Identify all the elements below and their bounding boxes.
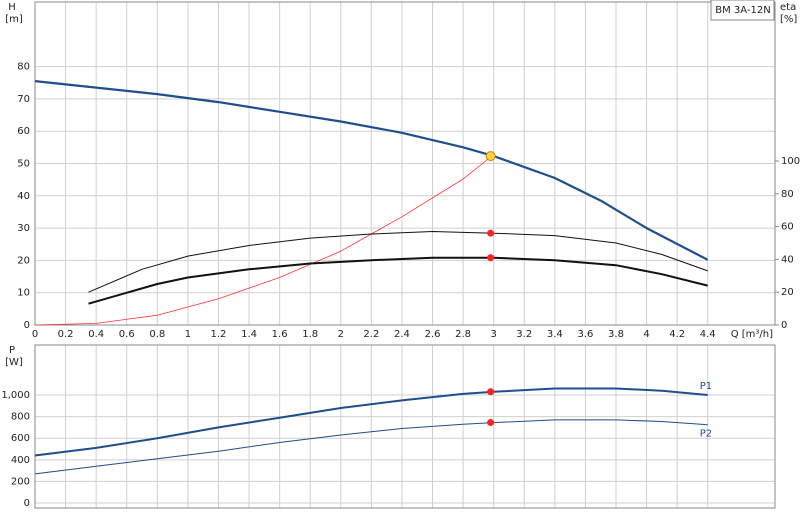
y-tick-label: 0 xyxy=(24,320,30,331)
x-tick-label: 4.4 xyxy=(700,329,716,340)
duty-point xyxy=(487,419,495,427)
y-tick-label: 10 xyxy=(17,288,30,299)
y-tick-label: 1,000 xyxy=(1,390,30,401)
x-tick-label: 0.4 xyxy=(88,329,104,340)
duty-point xyxy=(487,388,495,396)
curve xyxy=(34,419,708,475)
curve xyxy=(88,231,708,293)
y-axis-label: H xyxy=(8,2,16,13)
y-axis-label: P xyxy=(9,345,15,356)
x-tick-label: 2.4 xyxy=(394,329,410,340)
y2-tick-label: 20 xyxy=(781,287,794,298)
series-label: P2 xyxy=(700,429,712,440)
y-tick-label: 50 xyxy=(17,159,30,170)
curve xyxy=(34,154,494,326)
x-tick-label: 0.2 xyxy=(58,329,74,340)
x-tick-label: 2.8 xyxy=(455,329,471,340)
y-tick-label: 0 xyxy=(24,498,30,509)
duty-point xyxy=(485,151,496,162)
y2-tick-label: 0 xyxy=(781,320,787,331)
title-box xyxy=(710,0,775,21)
x-tick-label: 3.2 xyxy=(516,329,532,340)
series-label: P1 xyxy=(700,381,712,392)
x-tick-label: 0.8 xyxy=(149,329,165,340)
plot-frame xyxy=(34,344,776,509)
y-tick-label: 800 xyxy=(11,412,30,423)
y2-axis-label: eta xyxy=(780,2,796,13)
y-tick-label: 40 xyxy=(17,191,30,202)
chart-title: BM 3A-12N xyxy=(715,5,770,16)
y-tick-label: 200 xyxy=(11,476,30,487)
x-tick-label: 2.2 xyxy=(363,329,379,340)
y-tick-label: 80 xyxy=(17,62,30,73)
plot-frame xyxy=(34,1,776,326)
x-tick-label: 3.6 xyxy=(577,329,593,340)
x-tick-label: 2.6 xyxy=(425,329,441,340)
y2-tick-label: 40 xyxy=(781,254,794,265)
y-tick-label: 30 xyxy=(17,223,30,234)
y2-tick-label: 60 xyxy=(781,222,794,233)
x-tick-label: 2 xyxy=(338,329,344,340)
x-tick-label: 3.8 xyxy=(608,329,624,340)
y-axis-unit: [W] xyxy=(5,357,23,368)
x-tick-label: 1.4 xyxy=(241,329,257,340)
curve xyxy=(88,256,708,305)
x-tick-label: 1.8 xyxy=(302,329,318,340)
curve xyxy=(34,387,708,457)
x-tick-label: 1.6 xyxy=(272,329,288,340)
duty-point xyxy=(487,254,495,262)
y2-tick-label: 80 xyxy=(781,189,794,200)
y-tick-label: 400 xyxy=(11,455,30,466)
x-tick-label: 3 xyxy=(490,329,496,340)
x-tick-label: 3.4 xyxy=(547,329,563,340)
y-tick-label: 70 xyxy=(17,94,30,105)
x-tick-label: 1.2 xyxy=(211,329,227,340)
y2-tick-label: 100 xyxy=(781,156,800,167)
y-tick-label: 60 xyxy=(17,126,30,137)
x-tick-label: 0.6 xyxy=(119,329,135,340)
x-tick-label: 4 xyxy=(643,329,649,340)
y-tick-label: 600 xyxy=(11,433,30,444)
y2-axis-unit: [%] xyxy=(780,14,797,25)
curve xyxy=(34,80,709,261)
x-tick-label: 0 xyxy=(32,329,38,340)
y-axis-unit: [m] xyxy=(5,14,23,25)
x-axis-label: Q [m³/h] xyxy=(731,329,773,340)
x-tick-label: 4.2 xyxy=(669,329,685,340)
x-tick-label: 1 xyxy=(185,329,191,340)
y-tick-label: 20 xyxy=(17,255,30,266)
duty-point xyxy=(487,229,495,237)
